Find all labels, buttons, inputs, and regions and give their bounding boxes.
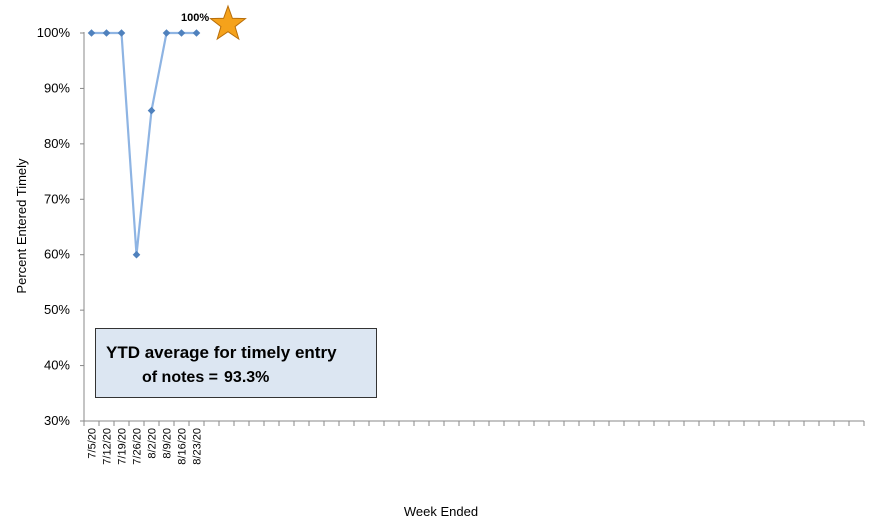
data-point [102, 29, 111, 37]
star-icon [209, 4, 247, 41]
x-axis-title: Week Ended [404, 504, 478, 519]
y-tick-label: 30% [44, 413, 70, 428]
x-tick-label: 7/12/20 [102, 428, 114, 465]
ytd-average-value: 93.3% [224, 369, 270, 386]
star-label: 100% [181, 12, 209, 24]
data-point [117, 29, 126, 37]
ytd-text-line1: YTD average for timely entry [106, 343, 337, 362]
y-tick-label: 80% [44, 136, 70, 151]
data-point [177, 29, 186, 37]
x-tick-label: 8/9/20 [162, 428, 174, 459]
y-tick-label: 90% [44, 80, 70, 95]
ytd-text-line2-wrap: of notes = 93.3% [142, 369, 269, 387]
y-tick-label: 50% [44, 302, 70, 317]
x-tick-label: 8/16/20 [177, 428, 189, 465]
x-tick-label: 7/26/20 [132, 428, 144, 465]
data-point [87, 29, 96, 37]
ytd-average-box: YTD average for timely entry of notes = 9… [95, 328, 377, 398]
y-tick-label: 60% [44, 247, 70, 262]
y-tick-label: 100% [37, 25, 71, 40]
series-polyline [91, 31, 197, 256]
ytd-text-line2: of notes = [142, 369, 219, 386]
data-point [132, 250, 141, 259]
data-point [162, 29, 171, 37]
x-tick-label: 8/2/20 [147, 428, 159, 459]
series-line [87, 29, 201, 259]
y-tick-label: 70% [44, 191, 70, 206]
y-tick-label: 40% [44, 358, 70, 373]
x-tick-label: 7/5/20 [87, 428, 99, 459]
x-axis: 7/5/20 7/12/20 7/19/20 7/26/20 8/2/20 8/9/20 8… [83, 420, 865, 465]
x-tick-label: 7/19/20 [117, 428, 129, 465]
y-axis: 30% 40% 50% 60% 70% 80% 90% 100% [37, 25, 85, 428]
data-point [192, 29, 201, 37]
x-tick-label: 8/23/20 [192, 428, 204, 465]
data-point [147, 106, 156, 115]
star-annotation: 100% [181, 4, 247, 41]
y-axis-title: Percent Entered Timely [14, 158, 29, 294]
